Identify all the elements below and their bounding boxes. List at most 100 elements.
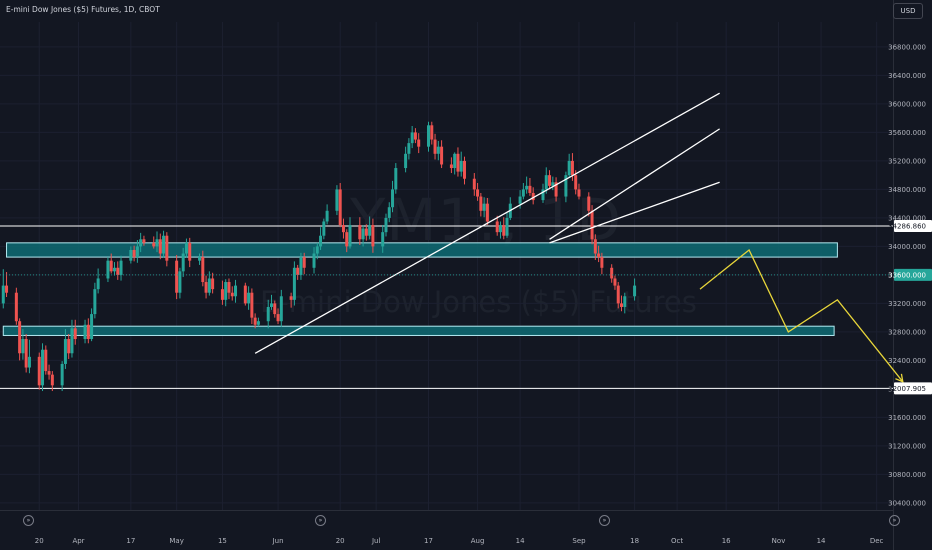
candle-body xyxy=(50,374,54,386)
candle-body xyxy=(436,146,440,154)
candle-body xyxy=(204,282,208,293)
trendline[interactable] xyxy=(549,128,720,240)
projection-arrowhead xyxy=(895,373,904,383)
support-resistance-zone[interactable] xyxy=(2,325,835,336)
candle-body xyxy=(27,356,31,368)
time-tick-label: Dec xyxy=(870,537,884,545)
candle-body xyxy=(63,339,67,364)
time-tick-label: Jul xyxy=(371,537,381,545)
candle-body xyxy=(361,228,365,240)
support-resistance-zone[interactable] xyxy=(6,242,838,258)
candle-body xyxy=(322,221,326,236)
candle-body xyxy=(410,132,414,144)
time-tick-label: 15 xyxy=(218,537,227,545)
candle-body xyxy=(41,349,45,386)
candle-body xyxy=(525,185,529,190)
trendline[interactable] xyxy=(549,181,720,244)
candle-body xyxy=(384,217,388,233)
time-tick-label: May xyxy=(169,537,183,545)
time-tick-label: 17 xyxy=(126,537,135,545)
candle-body xyxy=(162,235,166,254)
price-label-box xyxy=(894,219,932,232)
chart-title: E-mini Dow Jones ($5) Futures, 1D, CBOT xyxy=(6,5,160,14)
go-to-date-icon[interactable]: » xyxy=(315,515,326,526)
candle-body xyxy=(198,257,202,261)
candle-body xyxy=(243,285,247,304)
candle-body xyxy=(207,278,211,293)
candle-body xyxy=(253,317,257,325)
candle-body xyxy=(201,257,205,283)
go-to-date-icon[interactable]: » xyxy=(889,515,900,526)
candle-body xyxy=(433,139,437,154)
price-tick-label: 32800.000 xyxy=(888,328,926,336)
candle-body xyxy=(119,260,123,275)
price-tick-label: 30800.000 xyxy=(888,471,926,479)
candle-body xyxy=(338,189,342,226)
candle-body xyxy=(292,267,296,300)
candle-body xyxy=(315,246,319,254)
time-tick-label: 20 xyxy=(35,537,44,545)
candle-body xyxy=(109,260,113,272)
candle-body xyxy=(551,182,555,186)
price-tick-label: 35600.000 xyxy=(888,129,926,137)
candle-body xyxy=(250,292,254,318)
candle-body xyxy=(129,249,133,261)
currency-button[interactable]: USD xyxy=(893,3,923,19)
candle-body xyxy=(5,285,9,293)
price-tick-label: 31600.000 xyxy=(888,414,926,422)
price-tick-label: 35200.000 xyxy=(888,157,926,165)
go-to-date-icon[interactable]: » xyxy=(599,515,610,526)
candle-body xyxy=(178,271,182,293)
candle-body xyxy=(391,189,395,208)
candle-body xyxy=(593,239,597,254)
candle-body xyxy=(73,328,77,340)
candle-body xyxy=(312,253,316,268)
candle-body xyxy=(570,160,574,176)
time-tick-label: 14 xyxy=(516,537,525,545)
candle-body xyxy=(616,285,620,304)
candle-body xyxy=(302,257,306,268)
candle-body xyxy=(610,267,614,279)
candle-body xyxy=(462,160,466,179)
candle-body xyxy=(44,349,48,372)
time-tick-label: Aug xyxy=(471,537,485,545)
price-tick-label: 34800.000 xyxy=(888,186,926,194)
candle-body xyxy=(554,182,558,197)
candle-body xyxy=(135,246,139,258)
candle-body xyxy=(430,125,434,140)
candle-body xyxy=(567,160,571,176)
candle-body xyxy=(345,232,349,247)
go-to-date-icon[interactable]: » xyxy=(23,515,34,526)
candle-body xyxy=(371,225,375,247)
candle-body xyxy=(21,339,25,354)
time-tick-label: Jun xyxy=(272,537,284,545)
price-tick-label: 32400.000 xyxy=(888,357,926,365)
trendline[interactable] xyxy=(254,92,720,354)
candle-body xyxy=(440,146,444,165)
candle-body xyxy=(548,175,552,186)
candle-body xyxy=(358,225,362,240)
candle-body xyxy=(158,239,162,254)
candle-body xyxy=(502,225,506,236)
candle-body xyxy=(498,225,502,233)
time-tick-label: 16 xyxy=(722,537,731,545)
candle-body xyxy=(116,267,120,275)
candle-body xyxy=(299,257,303,275)
candle-body xyxy=(289,296,293,300)
candle-body xyxy=(112,267,116,272)
candle-body xyxy=(224,282,228,300)
candle-body xyxy=(139,239,143,247)
candle-body xyxy=(184,242,188,254)
candle-body xyxy=(633,285,637,297)
candle-body xyxy=(106,260,110,279)
candle-body xyxy=(266,306,270,322)
candle-body xyxy=(24,339,28,368)
candle-body xyxy=(387,207,391,218)
candle-body xyxy=(364,228,368,236)
projection-path[interactable] xyxy=(699,248,904,383)
time-tick-label: 14 xyxy=(817,537,826,545)
candle-body xyxy=(495,221,499,233)
candle-body xyxy=(564,175,568,197)
